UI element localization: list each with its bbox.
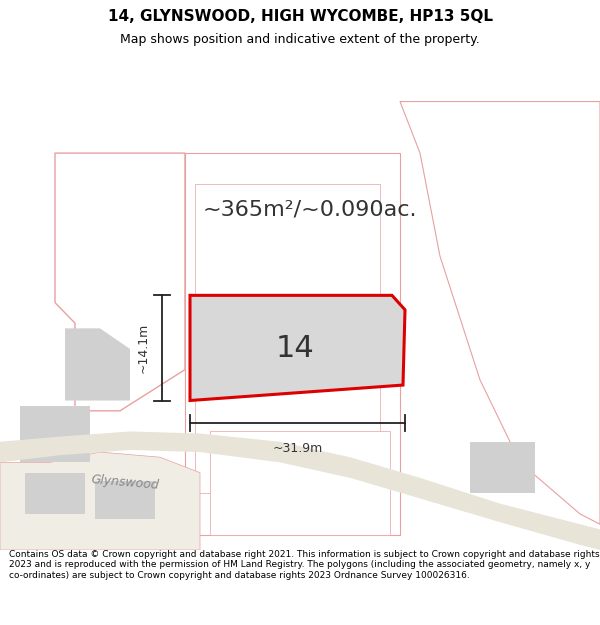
Polygon shape <box>25 472 85 514</box>
Polygon shape <box>185 153 400 534</box>
Text: ~31.9m: ~31.9m <box>272 442 323 455</box>
Polygon shape <box>20 406 90 462</box>
PathPatch shape <box>190 296 405 401</box>
Polygon shape <box>210 431 390 534</box>
Polygon shape <box>0 452 200 550</box>
Polygon shape <box>470 442 535 493</box>
Polygon shape <box>55 153 185 411</box>
Polygon shape <box>0 431 600 550</box>
Text: Map shows position and indicative extent of the property.: Map shows position and indicative extent… <box>120 33 480 46</box>
Polygon shape <box>400 101 600 524</box>
Text: Contains OS data © Crown copyright and database right 2021. This information is : Contains OS data © Crown copyright and d… <box>9 550 599 580</box>
Polygon shape <box>65 328 130 401</box>
Text: Glynswood: Glynswood <box>90 474 159 492</box>
Polygon shape <box>195 184 380 493</box>
Text: ~14.1m: ~14.1m <box>137 323 150 373</box>
Text: ~365m²/~0.090ac.: ~365m²/~0.090ac. <box>203 200 417 220</box>
Polygon shape <box>95 481 155 519</box>
Text: 14, GLYNSWOOD, HIGH WYCOMBE, HP13 5QL: 14, GLYNSWOOD, HIGH WYCOMBE, HP13 5QL <box>107 9 493 24</box>
Text: 14: 14 <box>275 334 314 364</box>
